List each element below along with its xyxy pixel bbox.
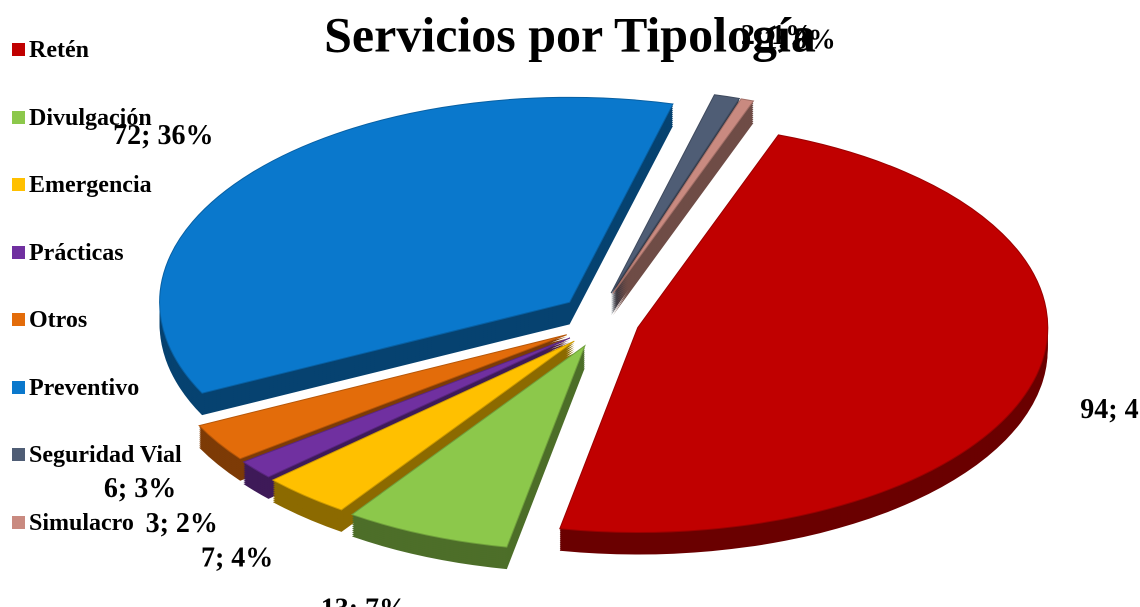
legend-swatch [12,313,25,326]
data-label: 7; 4% [201,543,273,574]
slice-side [612,112,754,308]
slice-side [612,108,754,304]
legend-label: Emergencia [29,172,152,198]
legend-item: Emergencia [12,168,187,202]
data-label: 94; 47% [1080,394,1140,425]
slice-side [612,114,754,310]
legend-label: Preventivo [29,374,140,401]
legend-label: Divulgación [29,104,152,131]
legend-swatch [12,515,25,529]
slice [559,134,1049,533]
slice [612,98,755,294]
legend-swatch [12,178,25,191]
legend-swatch [12,245,25,259]
legend-item: Preventivo [12,371,187,405]
legend-label: Otros [29,307,88,333]
data-label: 2; 1% [741,20,813,51]
data-label: 72; 36% [113,120,213,151]
chart-title: Servicios por Tipología [324,6,816,62]
legend-item: Divulgación [12,101,187,135]
slice-side [612,102,754,298]
data-label: 1; 0% [763,25,835,56]
slice-side [612,116,754,312]
slice [159,96,674,394]
slice-side [612,104,754,300]
legend-swatch [12,110,25,124]
legend-label: Prácticas [29,239,124,266]
slice [271,340,575,511]
legend-swatch [12,380,25,394]
slice [242,337,571,478]
slice-side [612,106,754,302]
legend-item: Retén [12,33,187,67]
legend-label: Simulacro [29,509,134,536]
slice-side [612,110,754,306]
data-label: 6; 3% [104,473,176,504]
data-label: 3; 2% [146,508,218,539]
legend-swatch [12,448,25,461]
slices [159,94,1049,570]
legend-label: Seguridad Vial [29,442,182,468]
legend-swatch [12,43,25,56]
legend-item: Otros [12,303,187,337]
slice-side [612,120,754,316]
legend-item: Simulacro [12,506,187,540]
legend-item: Prácticas [12,236,187,270]
slice [198,334,567,460]
slice [350,344,586,548]
data-label: 13; 7% [321,593,407,607]
slice [610,94,741,294]
legend-item: Seguridad Vial [12,438,187,472]
legend-label: Retén [29,37,89,63]
slice-side [612,118,754,314]
